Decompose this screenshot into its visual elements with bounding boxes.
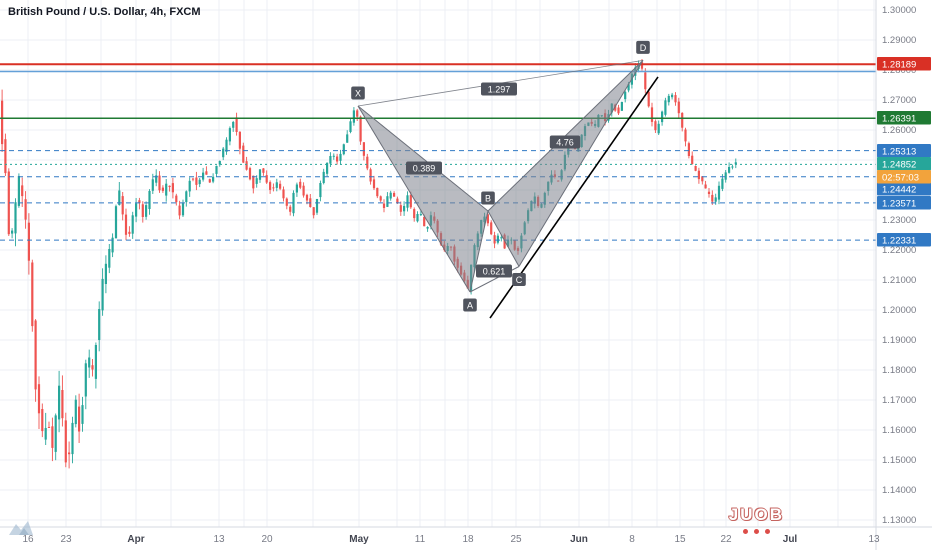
svg-text:1.20000: 1.20000 <box>882 305 916 316</box>
svg-text:Jun: Jun <box>570 534 588 545</box>
svg-text:1.18000: 1.18000 <box>882 365 916 376</box>
svg-text:02:57:03: 02:57:03 <box>882 173 919 184</box>
svg-text:13: 13 <box>213 534 225 545</box>
svg-text:X: X <box>355 89 361 99</box>
svg-text:20: 20 <box>261 534 273 545</box>
svg-text:23: 23 <box>60 534 72 545</box>
price-badges[interactable]: 1.28189 1.26391 1.25313 1.24442 1.23571 1.223… <box>877 57 931 247</box>
time-axis[interactable]: 16 23 Apr 13 20 May 11 18 25 Jun 8 15 22 Jul 13 <box>22 534 880 545</box>
svg-text:1.17000: 1.17000 <box>882 395 916 406</box>
svg-text:1.26391: 1.26391 <box>882 114 916 125</box>
svg-text:1.13000: 1.13000 <box>882 515 916 526</box>
svg-text:1.23000: 1.23000 <box>882 215 916 226</box>
svg-text:1.14000: 1.14000 <box>882 485 916 496</box>
svg-text:11: 11 <box>415 534 426 545</box>
svg-text:1.23571: 1.23571 <box>882 199 916 210</box>
svg-text:1.26000: 1.26000 <box>882 125 916 136</box>
svg-text:0.621: 0.621 <box>483 267 506 277</box>
svg-text:May: May <box>349 534 369 545</box>
svg-text:1.27000: 1.27000 <box>882 95 916 106</box>
xabcd-pattern[interactable] <box>357 60 644 293</box>
svg-text:1.22331: 1.22331 <box>882 236 916 247</box>
symbol-title[interactable]: British Pound / U.S. Dollar, 4h, FXCM <box>8 6 201 18</box>
svg-text:1.29000: 1.29000 <box>882 35 916 46</box>
svg-text:1.22000: 1.22000 <box>882 245 916 256</box>
svg-text:1.19000: 1.19000 <box>882 335 916 346</box>
svg-text:0.389: 0.389 <box>413 164 436 174</box>
svg-text:1.30000: 1.30000 <box>882 5 916 16</box>
svg-text:1.297: 1.297 <box>488 85 511 95</box>
svg-text:1.25313: 1.25313 <box>882 147 916 158</box>
svg-text:15: 15 <box>674 534 686 545</box>
svg-text:D: D <box>640 43 647 53</box>
svg-text:1.28189: 1.28189 <box>882 60 916 71</box>
svg-text:4.76: 4.76 <box>556 138 574 148</box>
svg-text:1.16000: 1.16000 <box>882 425 916 436</box>
svg-text:1.24852: 1.24852 <box>882 160 916 171</box>
svg-text:B: B <box>485 194 491 204</box>
svg-text:16: 16 <box>22 534 34 545</box>
svg-text:A: A <box>467 301 473 311</box>
pattern-labels: X A B C D 1.297 0.389 4.76 0.621 <box>351 40 650 312</box>
svg-text:Jul: Jul <box>783 534 798 545</box>
svg-text:1.24442: 1.24442 <box>882 185 916 196</box>
svg-text:1.21000: 1.21000 <box>882 275 916 286</box>
svg-text:22: 22 <box>720 534 732 545</box>
svg-text:18: 18 <box>462 534 474 545</box>
svg-text:C: C <box>516 275 523 285</box>
svg-text:25: 25 <box>510 534 522 545</box>
svg-text:13: 13 <box>868 534 880 545</box>
svg-text:Apr: Apr <box>127 534 144 545</box>
grid <box>0 0 876 527</box>
svg-text:1.15000: 1.15000 <box>882 455 916 466</box>
price-level-lines[interactable] <box>0 63 876 241</box>
svg-text:8: 8 <box>629 534 635 545</box>
